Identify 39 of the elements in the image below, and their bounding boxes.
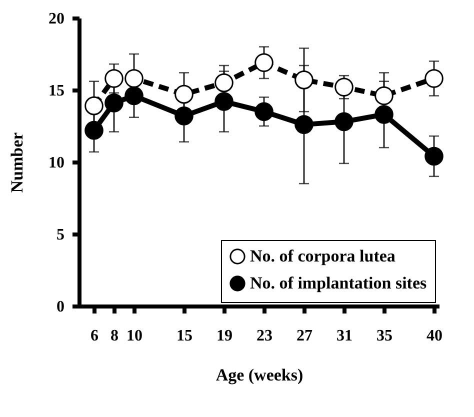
point: [124, 86, 144, 106]
y-tick-label: 5: [56, 226, 64, 244]
point: [174, 84, 194, 104]
point: [84, 96, 104, 116]
y-axis-title: Number: [8, 132, 26, 193]
x-tick-label: 10: [126, 328, 142, 344]
y-tick-label: 10: [48, 154, 64, 172]
point: [294, 115, 314, 134]
y-tick-label: 20: [48, 10, 64, 28]
x-tick-label: 8: [110, 328, 118, 344]
y-tick-label: 0: [56, 298, 64, 316]
point: [374, 105, 394, 124]
x-tick-label: 23: [256, 328, 272, 344]
point: [214, 73, 234, 92]
point: [124, 69, 144, 88]
legend-label: No. of implantation sites: [250, 274, 427, 292]
point: [174, 106, 194, 126]
point: [294, 70, 314, 90]
point: [334, 78, 354, 97]
point: [424, 146, 444, 166]
x-tick-label: 35: [376, 328, 392, 344]
legend-label: No. of corpora lutea: [250, 246, 396, 266]
x-tick-label: 15: [176, 328, 192, 344]
x-tick-label: 19: [216, 328, 232, 344]
x-tick-label: 27: [296, 328, 312, 344]
point: [214, 92, 234, 111]
point: [84, 120, 104, 140]
point: [104, 94, 124, 112]
x-tick-label: 31: [336, 328, 352, 344]
point: [424, 69, 444, 88]
point: [254, 53, 274, 72]
point: [334, 112, 354, 132]
x-axis-title: Age (weeks): [216, 366, 304, 384]
point: [104, 69, 124, 88]
y-tick-label: 15: [48, 82, 64, 100]
x-tick-label: 40: [426, 328, 442, 344]
point: [374, 86, 394, 106]
x-tick-label: 6: [90, 328, 98, 344]
point: [254, 102, 274, 121]
